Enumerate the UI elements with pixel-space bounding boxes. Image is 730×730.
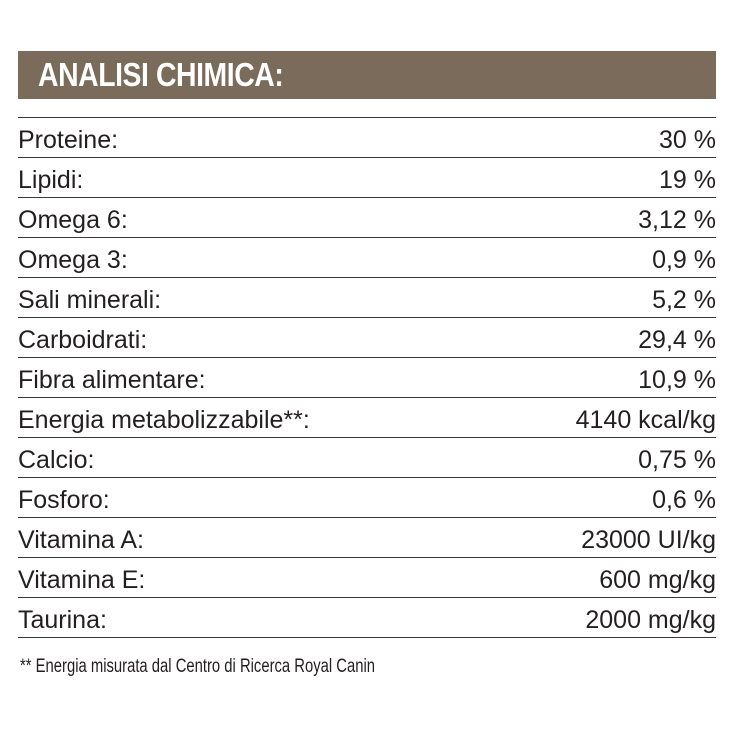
row-label: Sali minerali:: [18, 286, 162, 314]
row-label: Lipidi:: [18, 166, 84, 194]
table-row: Vitamina E: 600 mg/kg: [18, 558, 716, 598]
footnote: ** Energia misurata dal Centro di Ricerc…: [20, 656, 376, 677]
row-label: Omega 6:: [18, 206, 128, 234]
table-row: Lipidi: 19 %: [18, 158, 716, 198]
section-header: ANALISI CHIMICA:: [18, 51, 716, 99]
table-row: Taurina: 2000 mg/kg: [18, 598, 716, 638]
row-label: Energia metabolizzabile**:: [18, 406, 310, 434]
row-value: 19 %: [659, 166, 716, 194]
table-row: Omega 3: 0,9 %: [18, 238, 716, 278]
row-value: 0,75 %: [638, 446, 716, 474]
row-label: Vitamina E:: [18, 566, 146, 594]
row-value: 10,9 %: [638, 366, 716, 394]
row-label: Vitamina A:: [18, 526, 145, 554]
row-value: 4140 kcal/kg: [575, 406, 716, 434]
row-label: Taurina:: [18, 606, 107, 634]
row-label: Fibra alimentare:: [18, 366, 206, 394]
table-row: Carboidrati: 29,4 %: [18, 318, 716, 358]
nutrition-table: Proteine: 30 % Lipidi: 19 % Omega 6: 3,1…: [18, 117, 716, 638]
row-label: Fosforo:: [18, 486, 110, 514]
table-row: Proteine: 30 %: [18, 118, 716, 158]
row-label: Omega 3:: [18, 246, 128, 274]
row-value: 30 %: [659, 126, 716, 154]
row-value: 2000 mg/kg: [585, 606, 716, 634]
table-row: Calcio: 0,75 %: [18, 438, 716, 478]
row-label: Carboidrati:: [18, 326, 148, 354]
table-row: Fosforo: 0,6 %: [18, 478, 716, 518]
section-title: ANALISI CHIMICA:: [38, 56, 284, 93]
row-label: Calcio:: [18, 446, 95, 474]
table-row: Fibra alimentare: 10,9 %: [18, 358, 716, 398]
row-value: 23000 UI/kg: [581, 526, 716, 554]
row-value: 600 mg/kg: [599, 566, 716, 594]
row-value: 0,9 %: [652, 246, 716, 274]
row-value: 29,4 %: [638, 326, 716, 354]
row-value: 0,6 %: [652, 486, 716, 514]
row-label: Proteine:: [18, 126, 119, 154]
table-row: Energia metabolizzabile**: 4140 kcal/kg: [18, 398, 716, 438]
table-row: Sali minerali: 5,2 %: [18, 278, 716, 318]
table-row: Omega 6: 3,12 %: [18, 198, 716, 238]
row-value: 3,12 %: [638, 206, 716, 234]
table-row: Vitamina A: 23000 UI/kg: [18, 518, 716, 558]
row-value: 5,2 %: [652, 286, 716, 314]
